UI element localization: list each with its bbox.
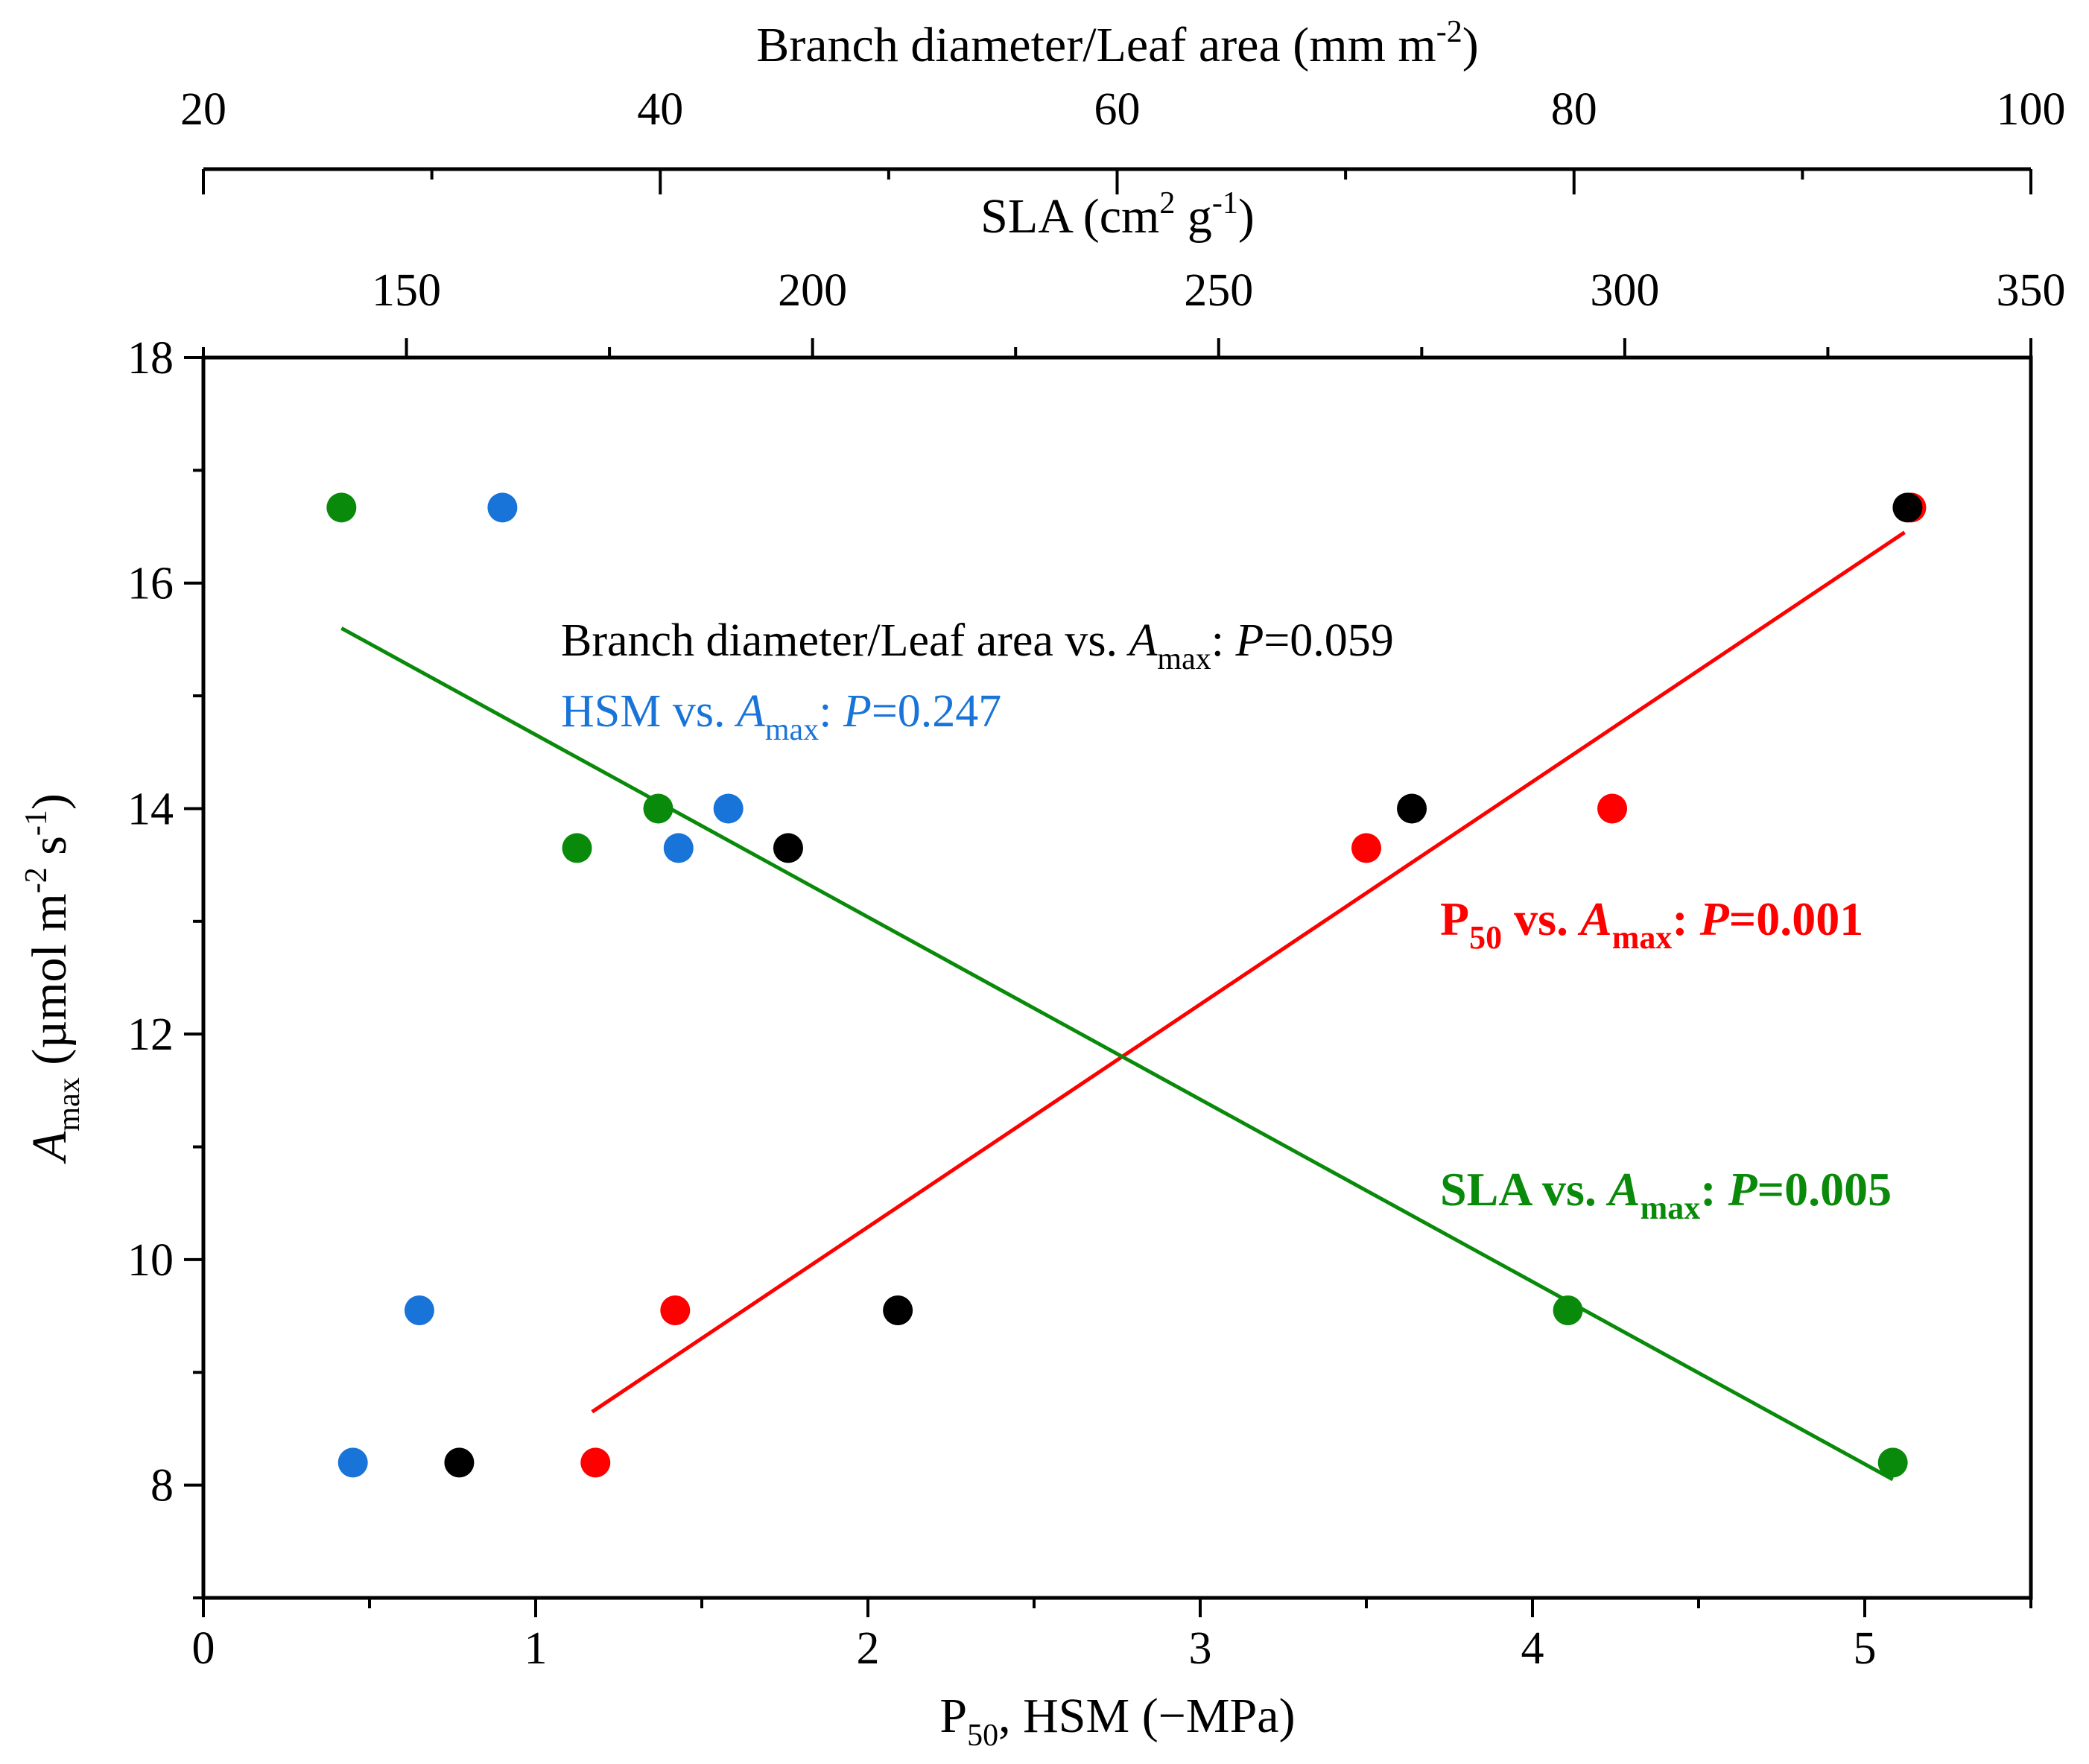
top-outer-tick-label: 40	[637, 84, 683, 135]
data-points	[326, 492, 1927, 1478]
bottom-tick-label: 1	[524, 1623, 548, 1674]
point-branch-diameter-leaf-area	[1397, 793, 1427, 824]
point-hsm	[713, 793, 744, 824]
point-branch-diameter-leaf-area	[444, 1447, 475, 1478]
top-outer-tick-label: 60	[1094, 84, 1141, 135]
point-p50	[1597, 793, 1628, 824]
left-axis-title: Amax (µmol m-2 s-1)	[19, 793, 86, 1164]
point-p50	[580, 1447, 611, 1478]
bottom-tick-label: 3	[1189, 1623, 1212, 1674]
annotation-sla: SLA vs. Amax: P=0.005	[1440, 1163, 1892, 1226]
annotation-p50: P50 vs. Amax: P=0.001	[1440, 892, 1863, 956]
top-inner-tick-label: 250	[1184, 265, 1253, 316]
annotation-branch: Branch diameter/Leaf area vs. Amax: P=0.…	[561, 615, 1394, 676]
plot-frame	[201, 355, 2033, 1600]
left-tick-label: 14	[127, 784, 174, 834]
top-inner-tick-label: 300	[1590, 265, 1659, 316]
point-branch-diameter-leaf-area	[1892, 492, 1923, 523]
fit-line-sla	[340, 626, 1894, 1482]
top-outer-axis-title: Branch diameter/Leaf area (mm m-2)	[756, 15, 1479, 72]
top-inner-tick-label: 150	[372, 265, 441, 316]
bottom-tick-label: 5	[1854, 1623, 1877, 1674]
point-hsm	[404, 1295, 434, 1326]
point-sla	[562, 833, 592, 863]
fit-line-p50	[591, 530, 1906, 1414]
point-sla	[643, 793, 673, 824]
point-sla	[1553, 1295, 1583, 1326]
bottom-tick-label: 2	[857, 1623, 880, 1674]
top-inner-tick-label: 200	[778, 265, 847, 316]
point-sla	[1877, 1447, 1908, 1478]
point-hsm	[663, 833, 694, 863]
annotation-hsm: HSM vs. Amax: P=0.247	[561, 686, 1001, 747]
bottom-axis-title: P50, HSM (−MPa)	[939, 1689, 1295, 1753]
top-outer-tick-label: 100	[1997, 84, 2066, 135]
bottom-tick-label: 0	[192, 1623, 215, 1674]
top-inner-axis-title: SLA (cm2 g-1)	[980, 186, 1255, 244]
point-hsm	[337, 1447, 368, 1478]
left-tick-label: 10	[127, 1235, 174, 1286]
point-branch-diameter-leaf-area	[773, 833, 803, 863]
point-branch-diameter-leaf-area	[883, 1295, 913, 1326]
top-inner-tick-label: 350	[1997, 265, 2066, 316]
point-sla	[326, 492, 357, 523]
point-p50	[1351, 833, 1381, 863]
bottom-tick-label: 4	[1521, 1623, 1544, 1674]
axis-ticks	[184, 169, 2032, 1617]
fit-lines	[340, 530, 1906, 1482]
top-outer-tick-label: 20	[180, 84, 226, 135]
left-tick-label: 18	[127, 333, 174, 384]
top-outer-tick-label: 80	[1551, 84, 1597, 135]
left-tick-label: 8	[150, 1461, 174, 1511]
left-tick-label: 16	[127, 559, 174, 609]
point-hsm	[487, 492, 518, 523]
point-p50	[660, 1295, 691, 1326]
left-tick-label: 12	[127, 1009, 174, 1060]
